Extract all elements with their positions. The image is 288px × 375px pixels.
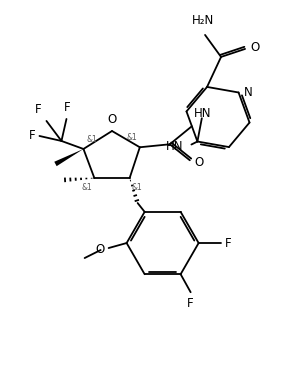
Text: HN: HN: [166, 140, 183, 153]
Text: HN: HN: [194, 107, 211, 120]
Text: N: N: [244, 86, 252, 99]
Text: &1: &1: [86, 135, 97, 144]
Text: O: O: [107, 113, 117, 126]
Text: F: F: [187, 297, 194, 310]
Polygon shape: [54, 149, 84, 166]
Text: F: F: [29, 129, 35, 142]
Text: O: O: [195, 156, 204, 169]
Text: O: O: [250, 41, 259, 54]
Text: H₂N: H₂N: [192, 14, 214, 27]
Text: F: F: [225, 237, 231, 249]
Text: F: F: [35, 103, 41, 116]
Text: F: F: [64, 101, 71, 114]
Text: &1: &1: [82, 183, 92, 192]
Text: &1: &1: [132, 183, 142, 192]
Text: &1: &1: [126, 133, 137, 142]
Text: O: O: [95, 243, 105, 255]
